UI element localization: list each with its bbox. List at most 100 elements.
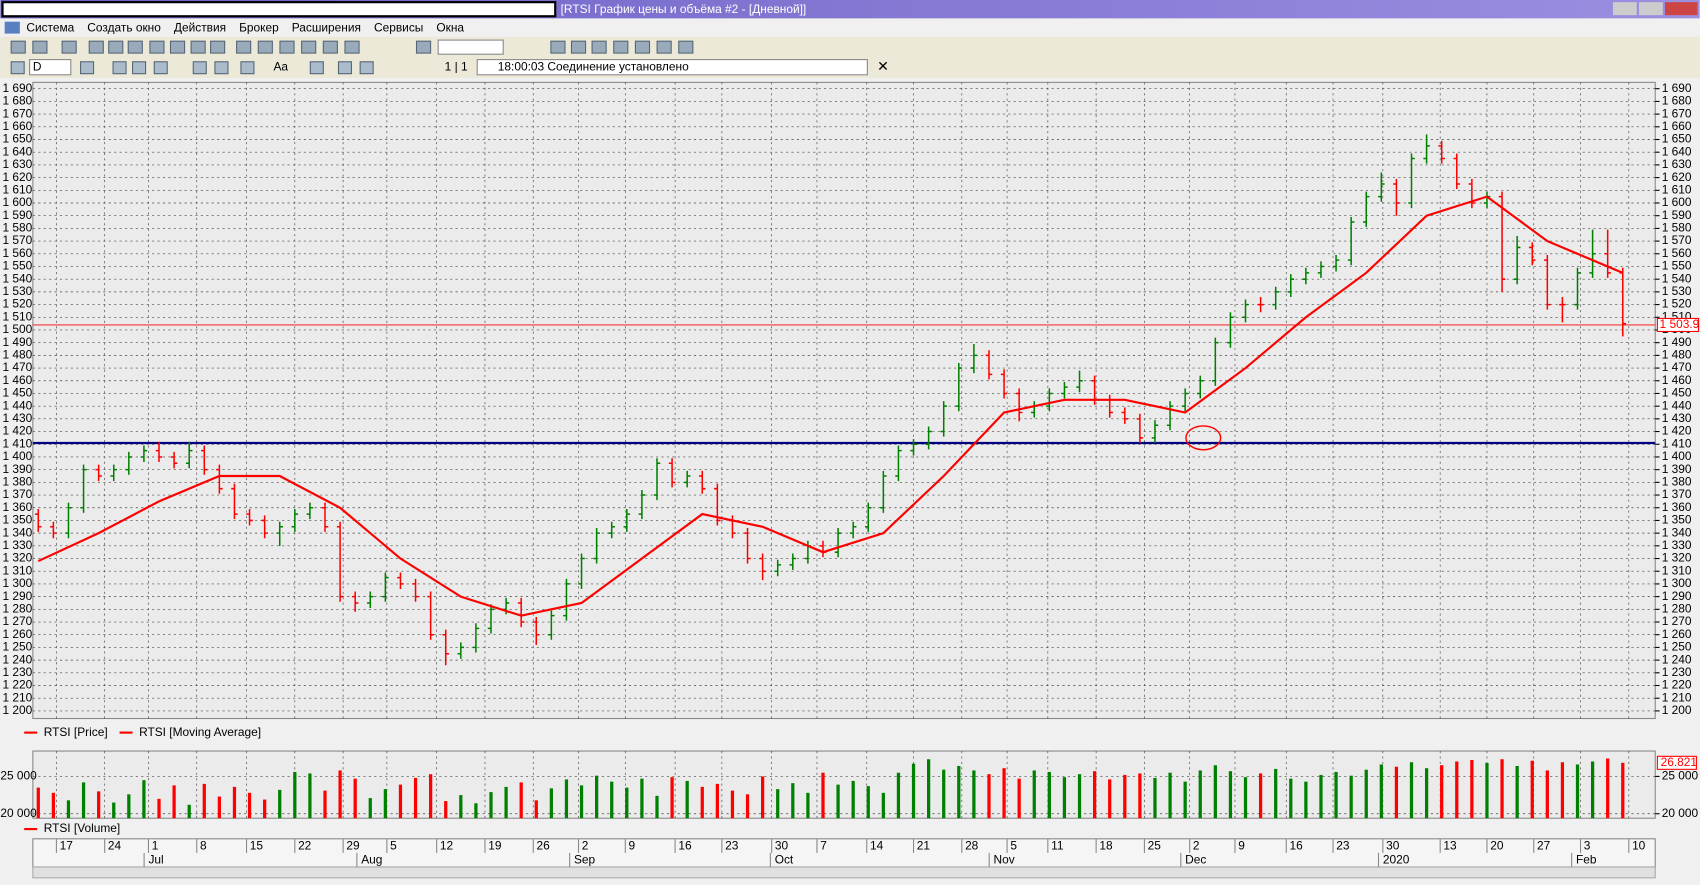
- toolbar-icon[interactable]: [591, 40, 607, 54]
- volume-bar: [1560, 762, 1565, 819]
- ohlc-bar: [638, 489, 646, 520]
- y-tick-label: 1 480: [3, 348, 33, 362]
- toolbar-icon[interactable]: [112, 61, 127, 75]
- toolbar-icon[interactable]: [32, 40, 48, 54]
- y-tick-label: 1 570: [1662, 233, 1692, 247]
- volume-bar: [398, 784, 403, 819]
- x-tick-label: 3: [1584, 839, 1591, 853]
- volume-bar: [1379, 764, 1383, 819]
- toolbar-icon[interactable]: [169, 40, 186, 54]
- toolbar-icon[interactable]: [108, 40, 124, 54]
- menu-item[interactable]: Брокер: [239, 20, 279, 34]
- maximize-button[interactable]: [1638, 2, 1663, 16]
- x-tick-label: 2: [1193, 839, 1200, 853]
- toolbar-icon[interactable]: [634, 40, 651, 54]
- toolbar-icon[interactable]: [415, 40, 432, 54]
- y-tick-label: 1 560: [1662, 246, 1692, 260]
- volume-bar: [1394, 766, 1399, 819]
- y-tick-label: 1 650: [3, 132, 33, 146]
- y-tick-label: 25 000: [1662, 769, 1699, 783]
- y-tick-label: 1 340: [1662, 525, 1692, 539]
- y-tick-label: 1 650: [1662, 132, 1692, 146]
- menu-item[interactable]: Система: [26, 20, 74, 34]
- toolbar-icon[interactable]: [240, 61, 255, 75]
- toolbar-icon[interactable]: [214, 61, 229, 75]
- volume-bar: [278, 789, 282, 819]
- toolbar-icon[interactable]: [210, 40, 226, 54]
- level-label-box: [1656, 317, 1700, 332]
- y-tick-label: 1 550: [3, 259, 33, 273]
- toolbar-icon[interactable]: [279, 40, 295, 54]
- ohlc-bar: [1061, 382, 1068, 399]
- menu-item[interactable]: Действия: [174, 20, 226, 34]
- close-button[interactable]: [1664, 2, 1698, 16]
- menu-item[interactable]: Окна: [436, 20, 464, 34]
- toolbar-icon[interactable]: [301, 40, 317, 54]
- toolbar-icon[interactable]: [678, 40, 694, 54]
- ohlc-bar: [608, 521, 615, 539]
- toolbar-icon[interactable]: [190, 40, 206, 54]
- font-button[interactable]: Aa: [273, 59, 288, 73]
- volume-bar: [1168, 772, 1172, 819]
- y-tick-label: 1 660: [3, 119, 33, 133]
- toolbar-icon[interactable]: [10, 61, 25, 75]
- x-tick-label: 16: [678, 839, 692, 853]
- volume-bar: [1470, 759, 1474, 819]
- ohlc-bar: [1227, 312, 1234, 348]
- y-tick-label: 1 260: [1662, 627, 1692, 641]
- ohlc-bar: [1166, 401, 1174, 431]
- toolbar-icon[interactable]: [10, 40, 26, 54]
- level-label: 1 503.95: [1660, 317, 1700, 331]
- scrollbar[interactable]: [32, 866, 1656, 879]
- volume-bar: [685, 780, 689, 819]
- toolbar-icon[interactable]: [61, 40, 77, 54]
- menu-item[interactable]: Создать окно: [87, 20, 161, 34]
- toolbar-icon[interactable]: [153, 61, 168, 75]
- toolbar-icon[interactable]: [550, 40, 566, 54]
- toolbar-icon[interactable]: [656, 40, 672, 54]
- toolbar-icon[interactable]: [132, 61, 147, 75]
- toolbar-icon[interactable]: [344, 40, 360, 54]
- y-tick-label: 1 660: [1662, 119, 1692, 133]
- toolbar-icon[interactable]: [337, 61, 353, 75]
- toolbar-icon[interactable]: [309, 61, 324, 75]
- toolbar-icon[interactable]: [257, 40, 273, 54]
- x-tick-label: 13: [1443, 839, 1457, 853]
- menu-item[interactable]: Расширения: [292, 20, 361, 34]
- toolbar-icon[interactable]: [80, 61, 95, 75]
- y-tick-label: 1 220: [1662, 678, 1692, 692]
- minimize-button[interactable]: [1612, 2, 1637, 16]
- period-select[interactable]: [29, 59, 72, 76]
- annotation-circle: [1185, 425, 1222, 451]
- ohlc-bar: [533, 616, 540, 645]
- status-box[interactable]: [476, 59, 868, 76]
- toolbar-icons: [10, 40, 694, 75]
- ohlc-bar: [1332, 255, 1340, 272]
- toolbar-icon[interactable]: [192, 61, 207, 75]
- search-box[interactable]: [437, 39, 504, 55]
- toolbar-icon[interactable]: [88, 40, 104, 54]
- volume-bar: [1530, 760, 1534, 819]
- toolbar-icon[interactable]: [322, 40, 338, 54]
- month-label: Jul: [148, 853, 163, 867]
- toolbar-icon[interactable]: [570, 40, 587, 54]
- toolbar-icon[interactable]: [149, 40, 165, 54]
- y-tick-label: 1 450: [3, 386, 33, 400]
- redacted-box: [1, 1, 557, 18]
- ohlc-bar: [1076, 370, 1083, 393]
- toolbar-icon[interactable]: [359, 61, 374, 75]
- ohlc-bar: [276, 521, 283, 546]
- x-tick-label: 9: [629, 839, 636, 853]
- volume-bar: [1092, 771, 1097, 819]
- volume-bar: [293, 771, 297, 819]
- toolbar-icon[interactable]: [613, 40, 629, 54]
- y-tick-label: 1 530: [1662, 284, 1692, 298]
- y-tick-label: 1 300: [3, 576, 33, 590]
- toolbar-icon[interactable]: [236, 40, 252, 54]
- menu-item[interactable]: Сервисы: [374, 20, 423, 34]
- close-x[interactable]: ✕: [877, 58, 889, 74]
- y-tick-label: 1 330: [3, 538, 33, 552]
- y-tick-label: 1 400: [3, 449, 33, 463]
- toolbar-icon[interactable]: [127, 40, 143, 54]
